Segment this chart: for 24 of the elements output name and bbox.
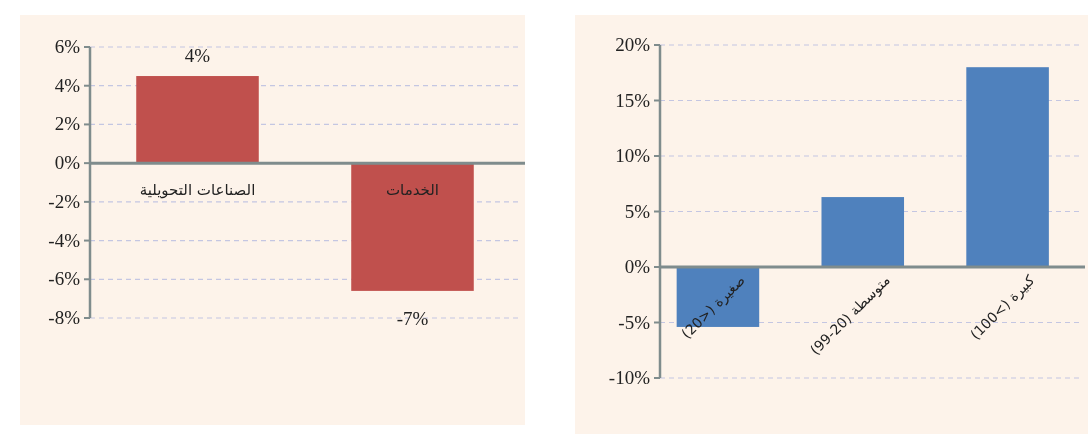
y-tick-label: 2% (54, 113, 81, 135)
x-tick-label: متوسطة (20-99) (806, 271, 894, 359)
y-tick-label: -5% (618, 311, 651, 333)
y-tick-label: 4% (54, 74, 81, 96)
bar (821, 197, 905, 267)
y-tick-label: -2% (48, 190, 81, 212)
y-tick-label: -4% (48, 229, 81, 251)
y-tick-label: 5% (624, 200, 651, 222)
x-tick-label: الخدمات (385, 181, 440, 200)
y-tick-label: 15% (615, 89, 651, 111)
x-tick-label: صغيرة (<20) (678, 271, 749, 343)
y-tick-label: -6% (48, 268, 81, 290)
y-tick-label: -10% (608, 367, 651, 388)
y-tick-label: 10% (615, 145, 651, 166)
y-tick-label: 0% (54, 152, 81, 174)
x-tick-label: الصناعات التحويلية (139, 181, 256, 200)
bar (966, 67, 1049, 267)
y-tick-label: 6% (54, 36, 81, 57)
y-tick-label: 0% (624, 256, 651, 277)
data-label: 4% (184, 45, 211, 67)
data-label: -7% (396, 307, 429, 329)
y-tick-label: 20% (615, 34, 651, 55)
x-tick-label: كبيرة (>100) (966, 271, 1039, 344)
y-tick-label: -8% (48, 307, 81, 328)
